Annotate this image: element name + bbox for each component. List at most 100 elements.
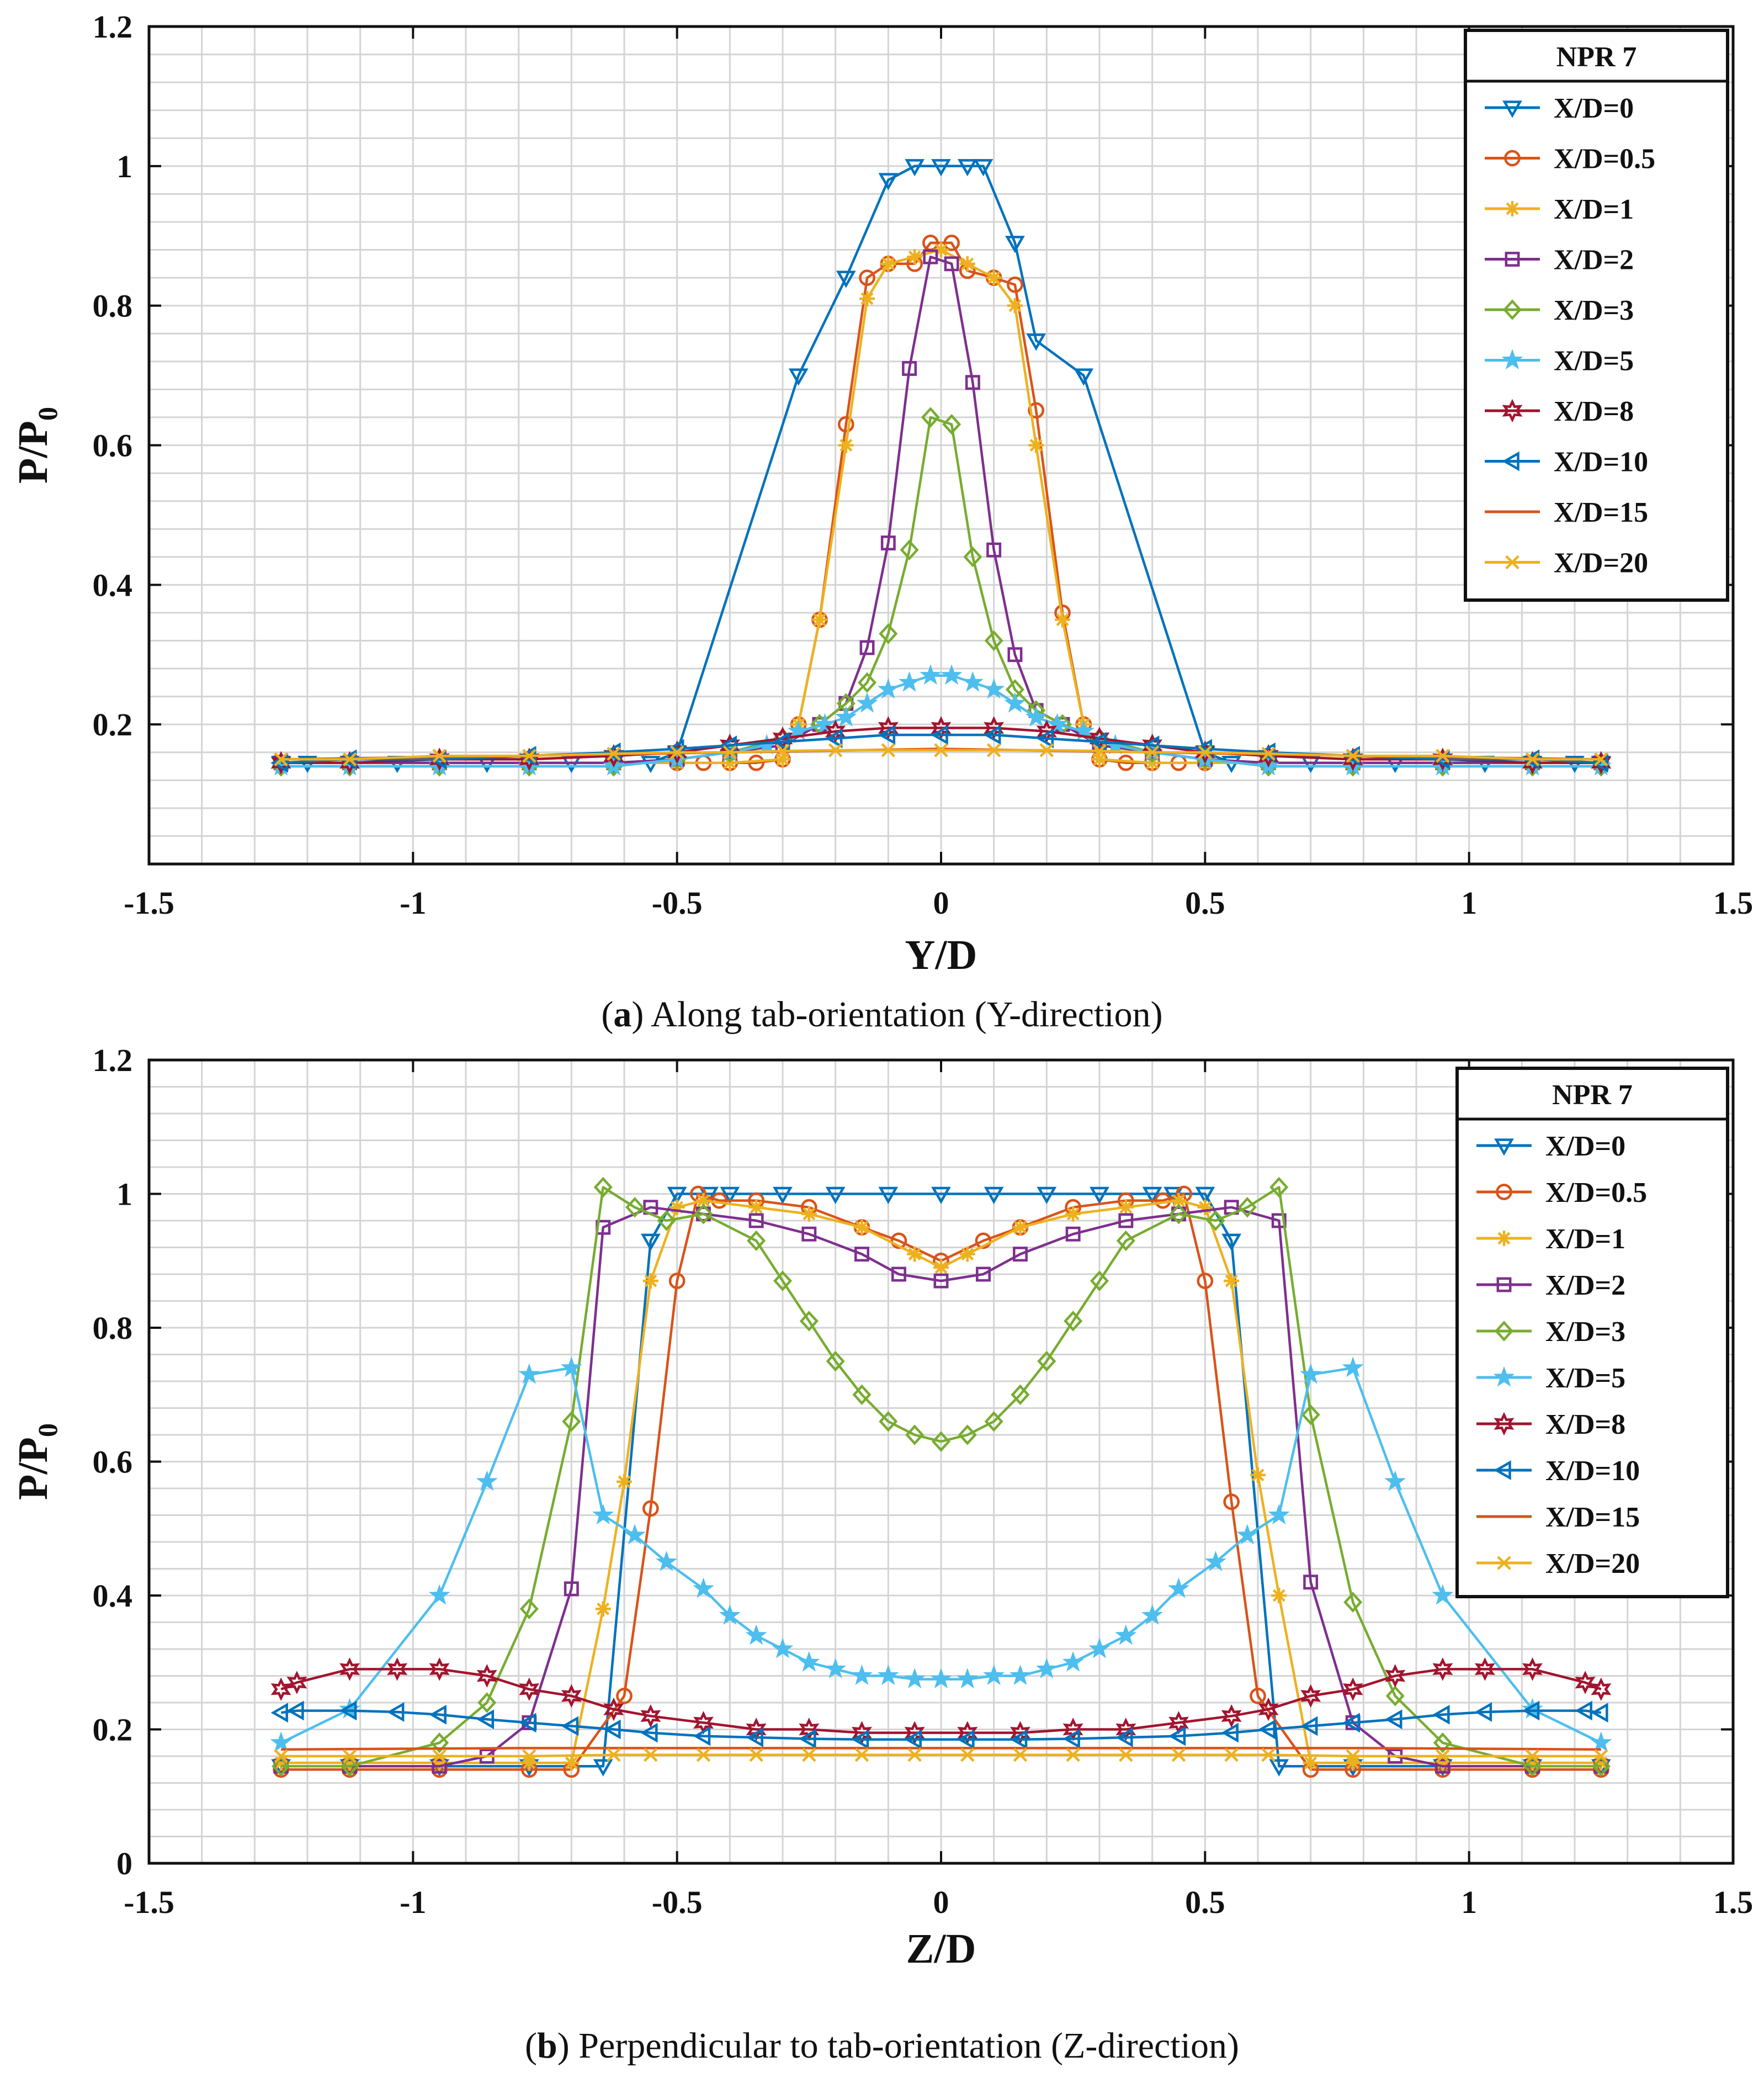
marker-triangle-down bbox=[593, 1759, 613, 1777]
legend-item: X/D=0.5 bbox=[1476, 1177, 1647, 1209]
marker-star bbox=[655, 1550, 678, 1571]
x-axis-label: Y/D bbox=[905, 932, 977, 978]
marker-diamond bbox=[905, 1424, 924, 1445]
marker-asterisk-stroke bbox=[987, 271, 1001, 284]
marker-triangle-down bbox=[1005, 236, 1025, 253]
legend: NPR 7 X/D=0 X/D=0.5 X/D=1 X/D=2 X/D=3 X/D=5 X/D… bbox=[1455, 1067, 1729, 1598]
marker-star bbox=[428, 1584, 450, 1605]
marker-triangle-left bbox=[270, 1703, 288, 1723]
y-tick-label: 1.2 bbox=[93, 1042, 133, 1078]
plot-area bbox=[270, 159, 1612, 777]
marker-triangle-down bbox=[1502, 100, 1522, 118]
marker-asterisk-stroke bbox=[961, 1248, 974, 1261]
marker-triangle-left bbox=[1168, 1726, 1186, 1746]
marker-x-stroke bbox=[1346, 749, 1360, 763]
marker-star bbox=[1035, 1657, 1058, 1678]
legend-item: X/D=0.5 bbox=[1485, 144, 1655, 175]
marker-triangle-down bbox=[788, 368, 809, 386]
marker-triangle-left bbox=[1062, 1729, 1080, 1749]
chart-panel-b: -1.5 -1 -0.5 0 0.5 1 1.5 0 0.2 0.4 0.6 0.8 1 1.2 Z/D P/… bbox=[10, 1042, 1753, 1972]
legend-item: X/D=1 bbox=[1485, 194, 1634, 225]
marker-diamond bbox=[852, 1384, 872, 1405]
marker-asterisk-stroke bbox=[597, 1602, 610, 1615]
marker-star bbox=[941, 664, 963, 685]
legend-item: X/D=3 bbox=[1476, 1316, 1625, 1348]
marker-x-stroke bbox=[934, 743, 948, 757]
series-line bbox=[281, 1747, 1601, 1751]
marker-hexagram bbox=[1502, 399, 1523, 423]
x-tick-label: 0.5 bbox=[1185, 1884, 1225, 1920]
marker-triangle-left bbox=[878, 725, 896, 745]
marker-triangle-left bbox=[799, 1729, 816, 1749]
marker-diamond bbox=[1502, 299, 1522, 320]
marker-diamond bbox=[1343, 1592, 1363, 1613]
marker-triangle-left bbox=[1009, 1729, 1028, 1750]
marker-hexagram bbox=[957, 1721, 978, 1745]
marker-hexagram bbox=[286, 1671, 307, 1694]
y-tick-label: 0.2 bbox=[93, 1712, 133, 1748]
marker-asterisk-stroke bbox=[840, 439, 853, 452]
marker-hexagram bbox=[852, 1721, 872, 1745]
series-x-d-15 bbox=[281, 1747, 1601, 1751]
marker-hexagram bbox=[270, 1677, 291, 1702]
marker-x-stroke bbox=[960, 1747, 975, 1762]
y-tick-label: 0.6 bbox=[93, 428, 133, 464]
marker-triangle-left bbox=[1432, 1704, 1450, 1725]
legend-title: NPR 7 bbox=[1552, 1079, 1633, 1111]
marker-diamond bbox=[942, 414, 961, 435]
y-axis-label-subscript: 0 bbox=[32, 1423, 63, 1437]
x-tick-label: 1.5 bbox=[1713, 1884, 1754, 1920]
marker-star bbox=[1590, 1731, 1612, 1752]
marker-hexagram bbox=[1221, 1704, 1242, 1728]
marker-circle bbox=[748, 754, 765, 771]
marker-star bbox=[1501, 348, 1523, 370]
marker-triangle-down bbox=[878, 1186, 899, 1205]
marker-x-stroke bbox=[1092, 744, 1107, 758]
marker-x-stroke bbox=[722, 745, 737, 760]
marker-star bbox=[1025, 706, 1047, 727]
marker-triangle-down bbox=[1090, 1186, 1109, 1205]
marker-triangle-left bbox=[825, 728, 843, 749]
marker-hexagram bbox=[1300, 1684, 1321, 1708]
marker-diamond bbox=[747, 1230, 766, 1252]
legend-label: X/D=2 bbox=[1545, 1270, 1625, 1301]
marker-diamond bbox=[858, 672, 877, 693]
legend-label: X/D=3 bbox=[1554, 295, 1634, 326]
marker-asterisk-stroke bbox=[1251, 1469, 1264, 1482]
legend-item: X/D=5 bbox=[1476, 1363, 1625, 1394]
marker-star bbox=[518, 1363, 540, 1384]
legend-label: X/D=1 bbox=[1554, 194, 1634, 225]
marker-triangle-left bbox=[1385, 1709, 1402, 1730]
marker-x-stroke bbox=[1145, 745, 1160, 760]
marker-triangle-left bbox=[1258, 1719, 1276, 1740]
marker-x-stroke bbox=[342, 752, 357, 767]
marker-triangle-down bbox=[667, 1186, 687, 1205]
y-tick-label: 0.8 bbox=[93, 288, 133, 324]
marker-circle bbox=[642, 1500, 659, 1517]
marker-x-stroke bbox=[1119, 1747, 1133, 1762]
marker-x-stroke bbox=[881, 743, 896, 757]
marker-square bbox=[923, 249, 938, 264]
marker-hexagram bbox=[1494, 1412, 1515, 1436]
marker-x-stroke bbox=[522, 1749, 536, 1763]
legend-item: X/D=20 bbox=[1476, 1548, 1640, 1580]
marker-diamond bbox=[1037, 1350, 1056, 1372]
marker-asterisk-stroke bbox=[1066, 1207, 1080, 1221]
marker-diamond bbox=[430, 1732, 449, 1753]
marker-asterisk-stroke bbox=[1172, 1194, 1185, 1207]
marker-hexagram bbox=[1474, 1657, 1495, 1681]
marker-diamond bbox=[272, 1756, 291, 1777]
legend-label: X/D=5 bbox=[1545, 1363, 1625, 1394]
marker-star bbox=[1088, 1637, 1111, 1658]
x-tick-label: 0 bbox=[933, 1884, 949, 1920]
marker-triangle-left bbox=[1575, 1700, 1592, 1721]
marker-triangle-left bbox=[772, 732, 790, 752]
marker-star bbox=[835, 706, 857, 727]
legend-label: X/D=20 bbox=[1545, 1548, 1640, 1580]
marker-diamond bbox=[963, 547, 982, 568]
marker-x-stroke bbox=[1505, 555, 1519, 570]
marker-triangle-left bbox=[1502, 451, 1519, 471]
marker-star bbox=[904, 1668, 926, 1689]
marker-triangle-left bbox=[561, 1716, 579, 1736]
marker-asterisk-stroke bbox=[856, 1221, 868, 1234]
